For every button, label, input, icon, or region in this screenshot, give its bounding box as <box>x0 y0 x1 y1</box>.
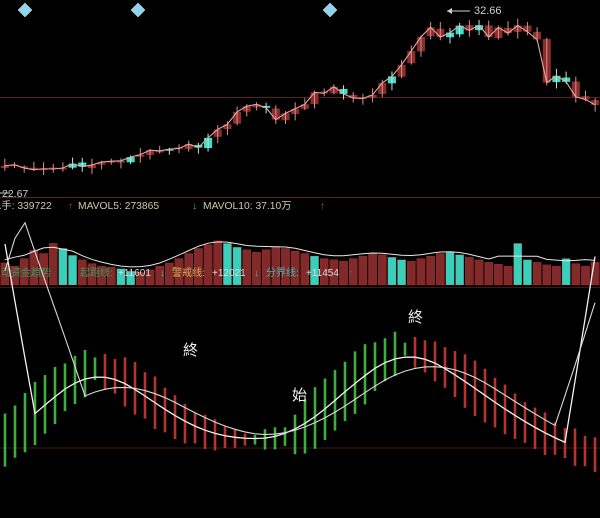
svg-text:起跑线:: 起跑线: <box>80 266 113 279</box>
svg-text:+11601: +11601 <box>118 268 151 279</box>
svg-text:+11454: +11454 <box>306 268 339 279</box>
svg-text:↓: ↓ <box>160 268 165 279</box>
svg-text:警戒线:: 警戒线: <box>172 266 205 279</box>
svg-text:+12021: +12021 <box>212 268 246 279</box>
svg-text:↓: ↓ <box>254 268 259 279</box>
svg-text:↑: ↑ <box>348 268 353 279</box>
svg-text:↑: ↑ <box>320 201 325 212</box>
svg-text:总手: 339722: 总手: 339722 <box>0 199 52 212</box>
svg-text:終: 終 <box>183 342 198 359</box>
svg-text:終: 終 <box>408 309 423 326</box>
svg-text:始: 始 <box>292 387 307 404</box>
svg-text:MAVOL10: 37.10万: MAVOL10: 37.10万 <box>203 201 292 212</box>
svg-text:MAVOL5: 273865: MAVOL5: 273865 <box>78 201 159 212</box>
svg-text:↑: ↑ <box>68 201 73 212</box>
svg-text:↓: ↓ <box>192 201 197 212</box>
svg-text:分界线:: 分界线: <box>266 266 299 279</box>
svg-text:32.66: 32.66 <box>474 5 502 17</box>
